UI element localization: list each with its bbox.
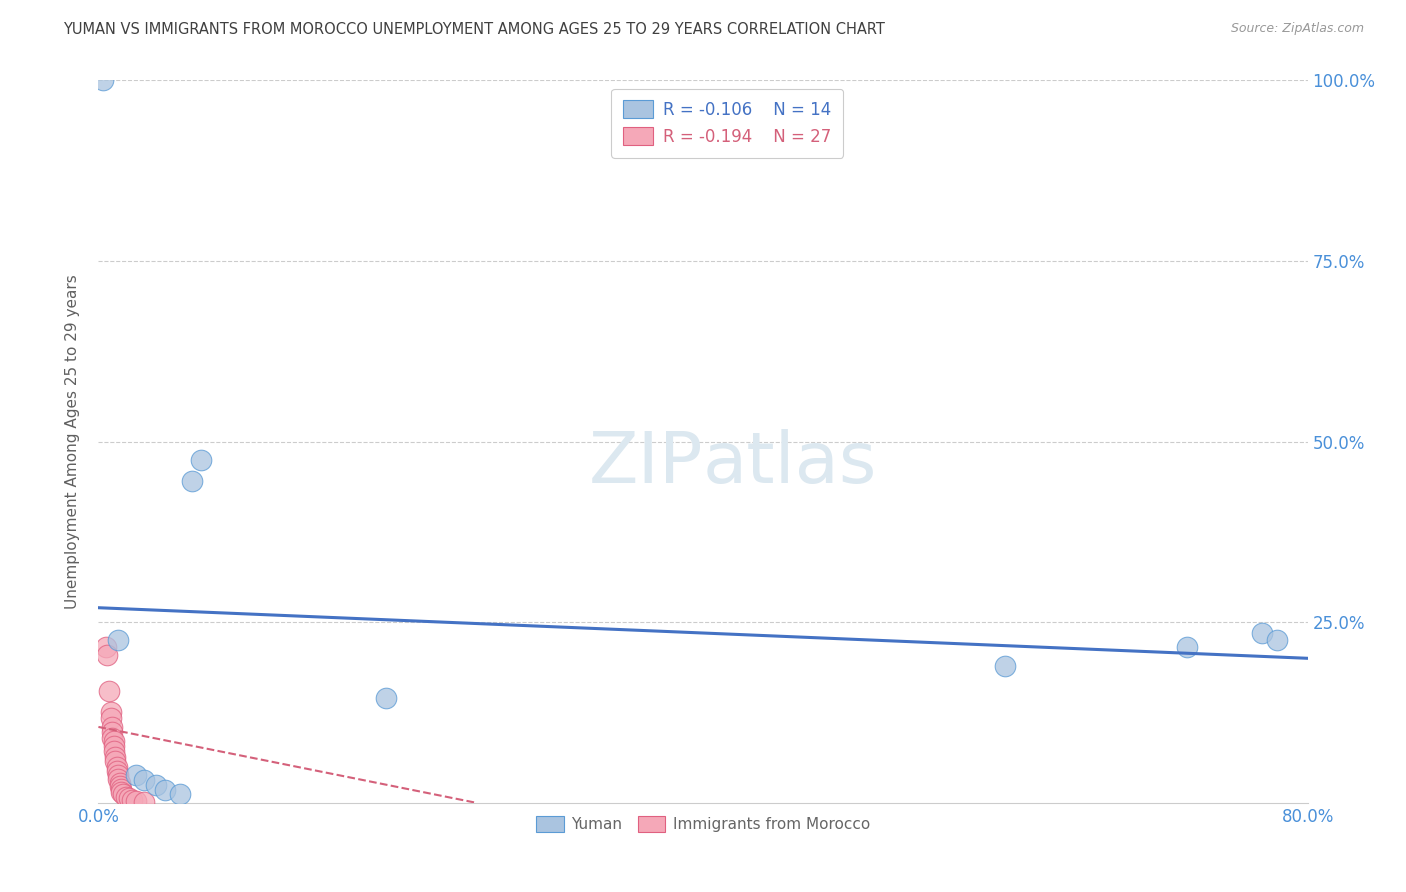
Point <box>96 648 118 662</box>
Point <box>105 764 128 778</box>
Text: YUMAN VS IMMIGRANTS FROM MOROCCO UNEMPLOYMENT AMONG AGES 25 TO 29 YEARS CORRELAT: YUMAN VS IMMIGRANTS FROM MOROCCO UNEMPLO… <box>63 22 886 37</box>
Point <box>1267 633 1289 648</box>
Point <box>103 734 125 748</box>
Point <box>121 793 143 807</box>
Point <box>101 731 124 745</box>
Point <box>181 475 204 489</box>
Point <box>153 782 176 797</box>
Point <box>94 640 117 655</box>
Point <box>145 778 167 792</box>
Point <box>169 787 191 801</box>
Point <box>125 768 148 782</box>
Point <box>101 725 124 739</box>
Point <box>132 772 155 787</box>
Point <box>104 754 127 768</box>
Point <box>108 775 131 789</box>
Point <box>132 795 155 809</box>
Point <box>98 683 121 698</box>
Point <box>108 779 131 793</box>
Legend: Yuman, Immigrants from Morocco: Yuman, Immigrants from Morocco <box>530 810 876 838</box>
Text: Source: ZipAtlas.com: Source: ZipAtlas.com <box>1230 22 1364 36</box>
Point <box>107 768 129 782</box>
Point <box>110 785 132 799</box>
Point <box>103 744 125 758</box>
Point <box>91 73 114 87</box>
Point <box>114 790 136 805</box>
Point <box>100 710 122 724</box>
Point <box>118 791 141 805</box>
Point <box>1251 626 1274 640</box>
Point <box>107 772 129 786</box>
Point <box>105 760 128 774</box>
Point <box>100 706 122 720</box>
Point <box>103 739 125 754</box>
Point <box>101 720 124 734</box>
Point <box>994 658 1017 673</box>
Point <box>111 787 134 801</box>
Text: ZIP: ZIP <box>589 429 703 498</box>
Point <box>110 782 132 797</box>
Text: atlas: atlas <box>703 429 877 498</box>
Y-axis label: Unemployment Among Ages 25 to 29 years: Unemployment Among Ages 25 to 29 years <box>65 274 80 609</box>
Point <box>107 633 129 648</box>
Point <box>1175 640 1198 655</box>
Point <box>190 452 212 467</box>
Point <box>374 691 396 706</box>
Point <box>104 750 127 764</box>
Point <box>125 794 148 808</box>
